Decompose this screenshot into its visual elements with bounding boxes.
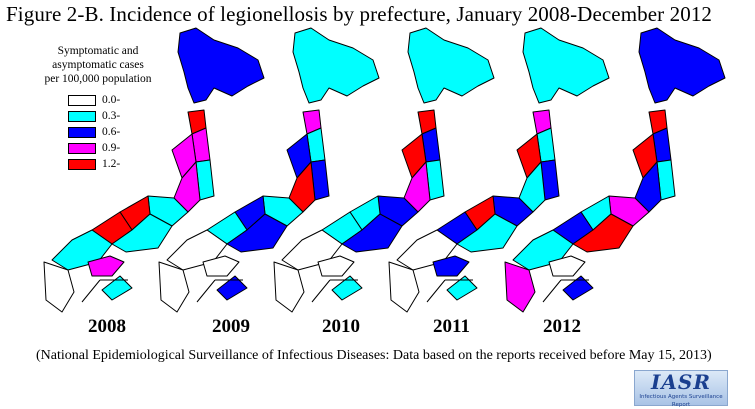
legend-item: 1.2- (68, 156, 178, 172)
region-west-2 (572, 213, 634, 253)
region-west-2 (111, 213, 173, 253)
legend-label: 0.3- (102, 110, 121, 122)
region-hokkaido (292, 27, 380, 104)
region-center-2 (288, 161, 316, 213)
region-center-2 (403, 161, 431, 213)
japan-map-2008 (43, 27, 265, 313)
caption: (National Epidemiological Surveillance o… (36, 348, 712, 363)
iasr-logo: IASR Infectious Agents Surveillance Repo… (634, 370, 728, 408)
region-south-1 (388, 261, 420, 313)
legend-item: 0.0- (68, 92, 178, 108)
year-label-2012: 2012 (543, 316, 581, 337)
region-west-2 (456, 213, 518, 253)
region-south-2 (202, 255, 240, 277)
year-label-2008: 2008 (88, 316, 126, 337)
logo-subtext: Infectious Agents Surveillance Report (639, 394, 723, 408)
legend-item: 0.6- (68, 124, 178, 140)
logo-text: IASR (651, 370, 711, 394)
legend-label: 0.6- (102, 126, 121, 138)
region-south-3 (101, 275, 133, 301)
legend-title-line: Symptomatic and (57, 45, 139, 57)
region-hokkaido (177, 27, 265, 104)
region-south-2 (87, 255, 125, 277)
region-south-3 (446, 275, 478, 301)
region-center-2 (634, 161, 662, 213)
legend-item: 0.9- (68, 140, 178, 156)
region-south-2 (432, 255, 470, 277)
region-south-1 (504, 261, 536, 313)
region-south-1 (273, 261, 305, 313)
region-south-3 (562, 275, 594, 301)
okinawa-inset-line (196, 279, 243, 303)
legend-title-line: asymptomatic cases (52, 59, 144, 71)
okinawa-inset-line (311, 279, 358, 303)
region-south-2 (317, 255, 355, 277)
region-hokkaido (522, 27, 610, 104)
okinawa-inset-line (426, 279, 473, 303)
region-center-2 (518, 161, 546, 213)
region-south-3 (331, 275, 363, 301)
japan-map-2010 (273, 27, 495, 313)
legend-label: 0.0- (102, 94, 121, 106)
japan-map-2009 (158, 27, 380, 313)
region-south-2 (548, 255, 586, 277)
year-label-2010: 2010 (322, 316, 360, 337)
legend-swatch (68, 110, 96, 122)
okinawa-inset-line (81, 279, 128, 303)
legend-item: 0.3- (68, 108, 178, 124)
region-west-2 (226, 213, 288, 253)
legend-swatch (68, 142, 96, 154)
legend-label: 1.2- (102, 158, 121, 170)
legend-label: 0.9- (102, 142, 121, 154)
japan-map-2012 (504, 27, 726, 313)
legend: Symptomatic and asymptomatic cases per 1… (28, 44, 178, 172)
legend-items: 0.0- 0.3- 0.6- 0.9- 1.2- (68, 92, 178, 172)
legend-swatch (68, 94, 96, 106)
okinawa-inset-line (542, 279, 589, 303)
region-south-3 (216, 275, 248, 301)
japan-map-2011 (388, 27, 610, 313)
legend-swatch (68, 158, 96, 170)
legend-title-line: per 100,000 population (44, 73, 152, 85)
region-center-2 (173, 161, 201, 213)
region-south-1 (43, 261, 75, 313)
region-west-2 (341, 213, 403, 253)
region-hokkaido (407, 27, 495, 104)
year-label-2009: 2009 (212, 316, 250, 337)
legend-title: Symptomatic and asymptomatic cases per 1… (28, 44, 168, 86)
region-hokkaido (638, 27, 726, 104)
figure-title: Figure 2-B. Incidence of legionellosis b… (6, 2, 713, 26)
legend-swatch (68, 126, 96, 138)
year-label-2011: 2011 (433, 316, 470, 337)
region-south-1 (158, 261, 190, 313)
